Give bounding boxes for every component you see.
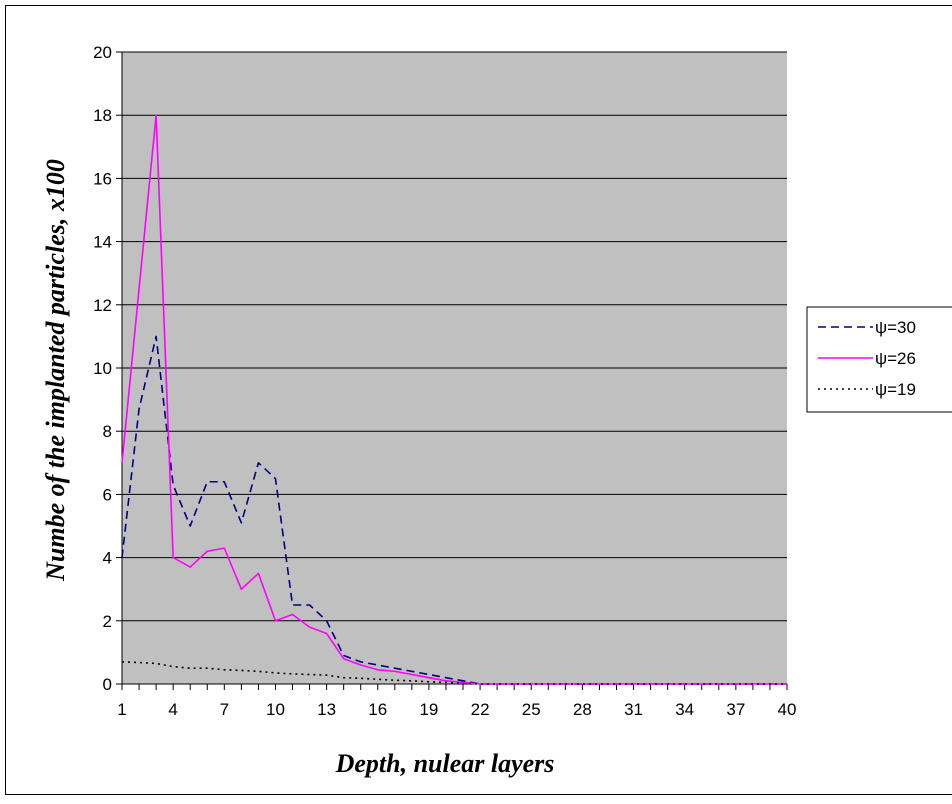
y-tick-label-18: 18 (93, 106, 112, 125)
y-axis-title: Numbe of the implanted particles, x100 (41, 159, 70, 582)
x-tick-label-4: 4 (168, 700, 177, 719)
x-tick-label-34: 34 (675, 700, 694, 719)
legend-label-2: ψ=26 (875, 349, 916, 368)
y-tick-label-2: 2 (103, 612, 112, 631)
series-lines (121, 114, 787, 685)
x-tick-label-40: 40 (778, 700, 797, 719)
x-tick-label-37: 37 (726, 700, 745, 719)
y-tick-label-4: 4 (103, 549, 112, 568)
legend: ψ=30 ψ=26 ψ=19 (806, 306, 952, 413)
x-tick-label-7: 7 (220, 700, 229, 719)
series-line-2 (121, 114, 787, 685)
y-tick-label-12: 12 (93, 296, 112, 315)
x-tick-label-16: 16 (368, 700, 387, 719)
x-tick-label-1: 1 (117, 700, 126, 719)
y-tick-label-14: 14 (93, 233, 112, 252)
x-tick-label-10: 10 (266, 700, 285, 719)
gridlines (116, 51, 787, 685)
x-tick-labels: 1 4 7 10 13 16 19 22 25 28 31 34 37 40 (117, 700, 796, 719)
y-tick-label-8: 8 (103, 422, 112, 441)
y-tick-label-20: 20 (93, 43, 112, 62)
y-tick-labels: 0 2 4 6 8 10 12 14 16 18 20 (93, 43, 112, 694)
x-tick-label-22: 22 (471, 700, 490, 719)
x-tick-label-28: 28 (573, 700, 592, 719)
y-tick-label-10: 10 (93, 359, 112, 378)
legend-label-1: ψ=30 (875, 318, 916, 337)
x-tick-label-13: 13 (317, 700, 336, 719)
legend-label-3: ψ=19 (875, 380, 916, 399)
x-axis-title: Depth, nulear layers (335, 749, 555, 778)
y-tick-label-0: 0 (103, 675, 112, 694)
y-tick-label-16: 16 (93, 169, 112, 188)
legend-box (806, 306, 952, 413)
y-tick-label-6: 6 (103, 485, 112, 504)
x-tick-label-19: 19 (419, 700, 438, 719)
x-tick-label-31: 31 (624, 700, 643, 719)
x-tick-label-25: 25 (522, 700, 541, 719)
